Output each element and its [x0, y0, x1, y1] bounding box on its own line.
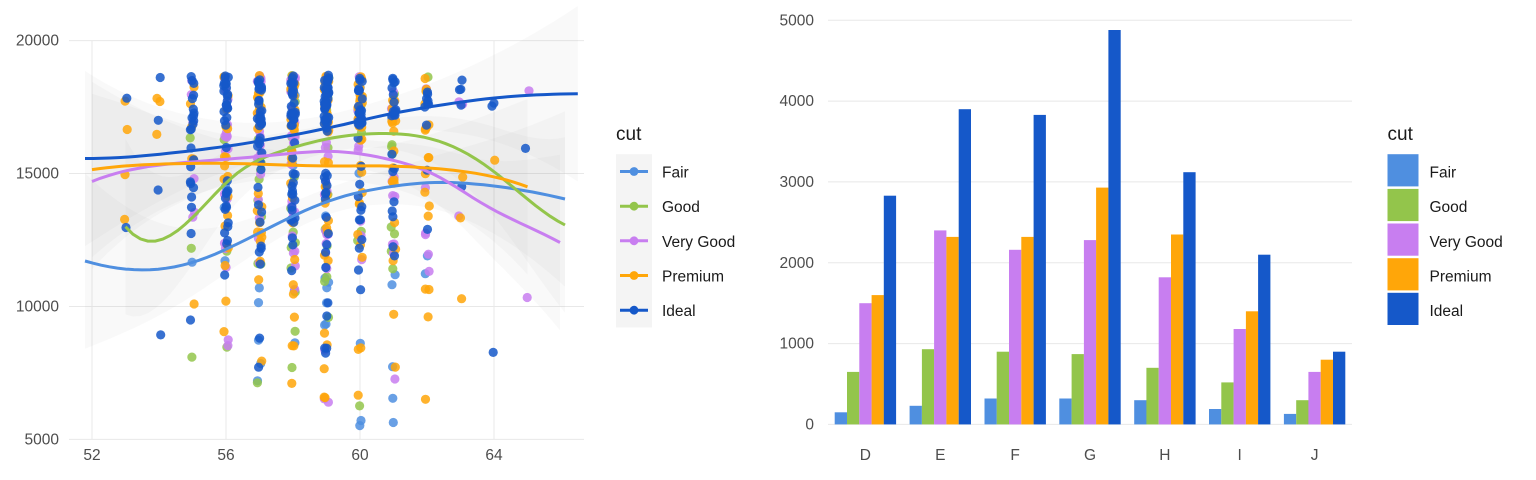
- svg-text:H: H: [1159, 447, 1170, 464]
- svg-text:Fair: Fair: [662, 165, 689, 182]
- svg-text:10000: 10000: [16, 299, 59, 316]
- svg-text:Ideal: Ideal: [662, 303, 696, 320]
- svg-text:20000: 20000: [16, 33, 59, 50]
- svg-text:cut: cut: [616, 124, 642, 145]
- svg-text:60: 60: [351, 447, 369, 464]
- svg-text:56: 56: [217, 447, 234, 464]
- svg-text:3000: 3000: [780, 174, 815, 191]
- svg-text:D: D: [860, 447, 871, 464]
- svg-text:Very Good: Very Good: [662, 234, 735, 251]
- svg-text:5000: 5000: [780, 12, 815, 29]
- svg-text:Premium: Premium: [662, 269, 724, 286]
- svg-text:cut: cut: [1388, 124, 1414, 145]
- svg-text:E: E: [935, 447, 945, 464]
- svg-text:I: I: [1238, 447, 1242, 464]
- svg-text:J: J: [1311, 447, 1319, 464]
- svg-text:Fair: Fair: [1430, 165, 1457, 182]
- svg-text:Ideal: Ideal: [1430, 303, 1464, 320]
- svg-text:1000: 1000: [780, 336, 815, 353]
- svg-text:F: F: [1010, 447, 1019, 464]
- svg-text:52: 52: [83, 447, 100, 464]
- svg-text:15000: 15000: [16, 166, 59, 183]
- svg-text:G: G: [1084, 447, 1096, 464]
- svg-text:2000: 2000: [780, 255, 815, 272]
- svg-text:64: 64: [485, 447, 503, 464]
- svg-text:5000: 5000: [25, 431, 60, 448]
- svg-text:Good: Good: [1430, 199, 1468, 216]
- svg-text:4000: 4000: [780, 93, 815, 110]
- svg-text:0: 0: [805, 416, 814, 433]
- svg-text:Good: Good: [662, 199, 700, 216]
- svg-text:Very Good: Very Good: [1430, 234, 1503, 251]
- svg-text:Premium: Premium: [1430, 269, 1492, 286]
